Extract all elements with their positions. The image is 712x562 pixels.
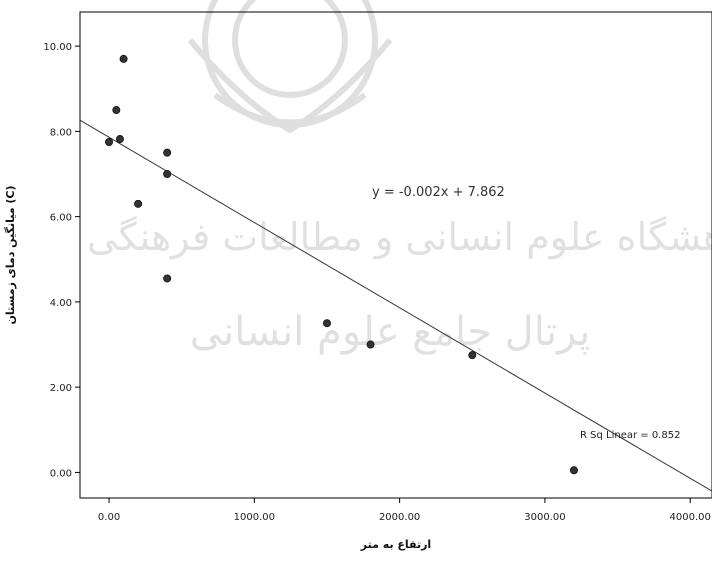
watermark-line-1: پژوهشگاه علوم انسانی و مطالعات فرهنگی <box>87 215 712 260</box>
fit-line-group <box>79 119 712 492</box>
y-tick-label: 10.00 <box>43 42 72 53</box>
data-points <box>105 54 578 475</box>
y-tick-label: 4.00 <box>50 298 72 309</box>
data-point <box>112 106 121 115</box>
y-tick-label: 8.00 <box>50 127 72 138</box>
data-point <box>322 319 331 328</box>
y-tick-label: 0.00 <box>50 468 72 479</box>
data-point <box>115 135 124 144</box>
x-axis-title: ارتفاع به متر <box>360 538 431 551</box>
data-point <box>569 466 578 475</box>
x-tick-label: 0.00 <box>98 512 120 523</box>
watermark-line-2: پرتال جامع علوم انسانی <box>190 309 591 355</box>
x-tick-label: 3000.00 <box>524 512 565 523</box>
plot-frame <box>79 11 712 499</box>
data-point <box>119 54 128 63</box>
regression-line <box>79 119 712 492</box>
data-point <box>366 340 375 349</box>
r-squared-label: R Sq Linear = 0.852 <box>580 430 680 441</box>
y-axis: 0.00 2.00 4.00 6.00 8.00 10.00 <box>43 42 80 479</box>
data-point <box>105 138 114 147</box>
data-point <box>163 169 172 178</box>
data-point <box>163 274 172 283</box>
data-point <box>134 199 143 208</box>
data-point <box>163 148 172 157</box>
x-axis: 0.00 1000.00 2000.00 3000.00 4000.00 <box>98 498 711 523</box>
y-tick-label: 6.00 <box>50 213 72 224</box>
equation-label: y = -0.002x + 7.862 <box>372 185 505 200</box>
x-tick-label: 2000.00 <box>379 512 420 523</box>
data-point <box>468 351 477 360</box>
x-tick-label: 4000.00 <box>670 512 711 523</box>
y-axis-title: میانگین دمای زمستان (C) <box>4 186 17 325</box>
y-tick-label: 2.00 <box>50 383 72 394</box>
watermark-logo <box>187 0 393 134</box>
x-tick-label: 1000.00 <box>234 512 275 523</box>
